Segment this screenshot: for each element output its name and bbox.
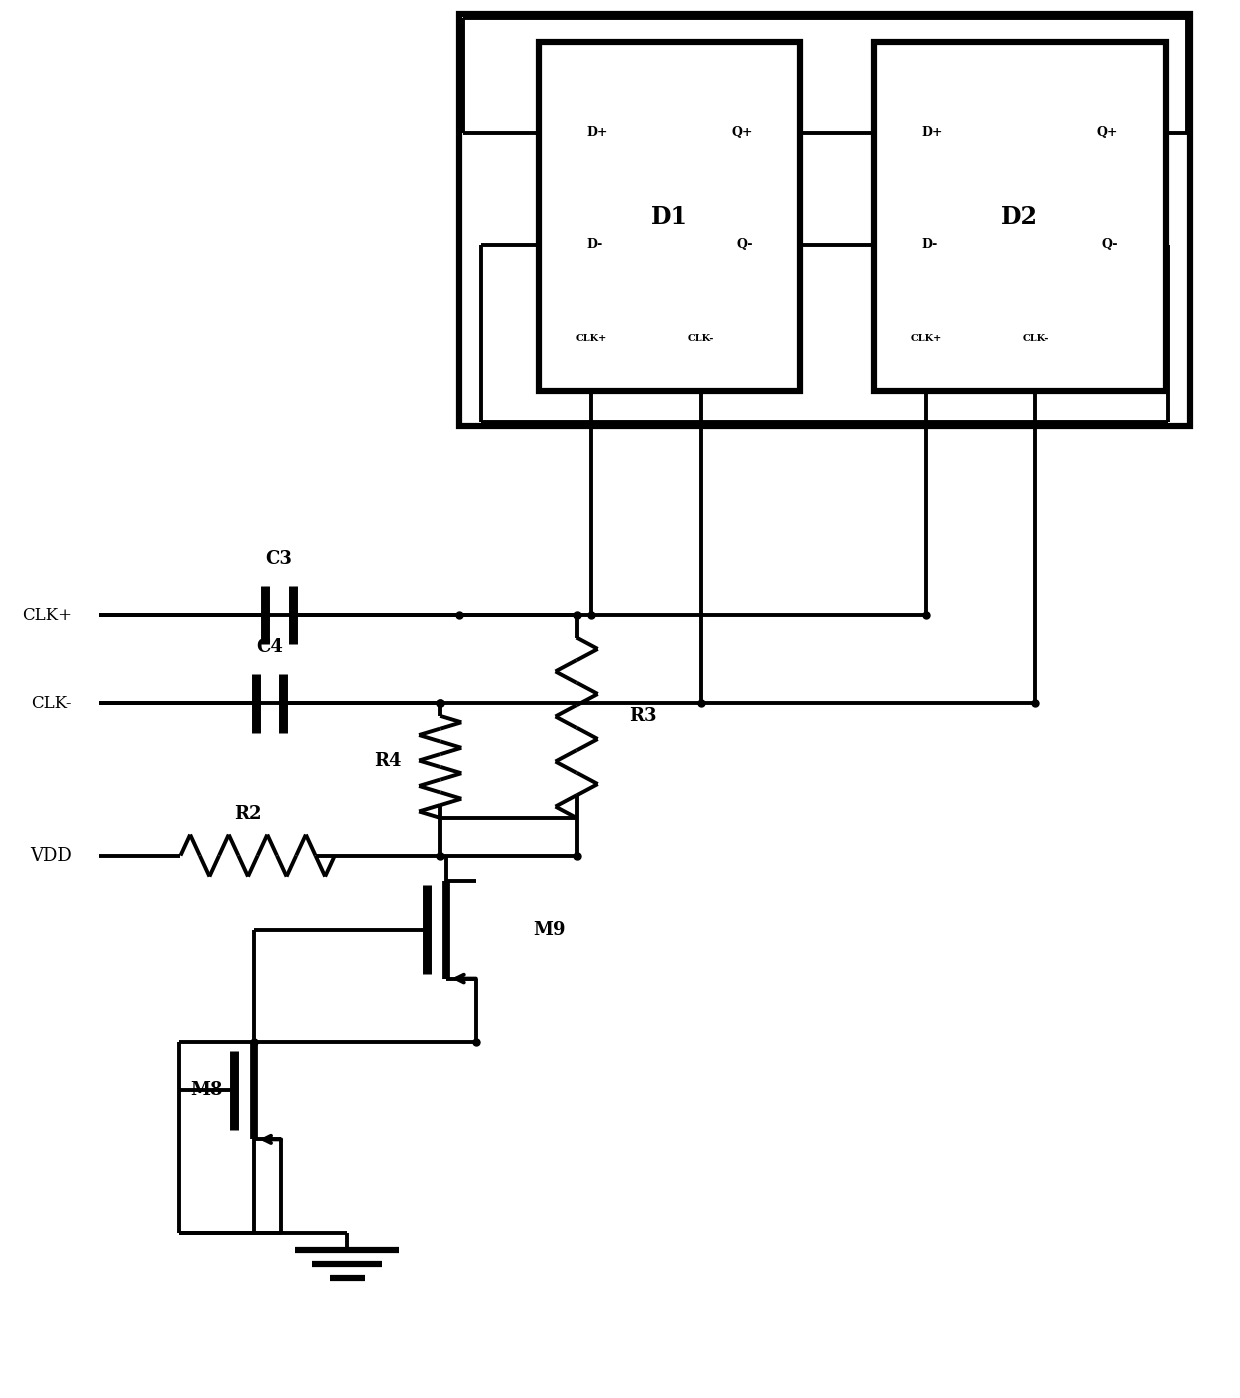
Text: Q-: Q- [737, 238, 753, 252]
Text: R3: R3 [629, 707, 656, 726]
Text: D2: D2 [1002, 204, 1038, 229]
Text: D1: D1 [651, 204, 688, 229]
Text: R2: R2 [234, 805, 262, 822]
Text: D-: D- [587, 238, 603, 252]
Text: CLK+: CLK+ [22, 607, 72, 624]
Text: CLK-: CLK- [1022, 334, 1049, 343]
Text: R4: R4 [374, 752, 402, 769]
Text: CLK+: CLK+ [575, 334, 608, 343]
Text: Q+: Q+ [732, 126, 753, 140]
Text: D+: D+ [921, 126, 942, 140]
Text: VDD: VDD [30, 847, 72, 864]
Bar [539, 42, 800, 391]
Text: CLK-: CLK- [31, 695, 72, 712]
Text: D-: D- [921, 238, 937, 252]
Text: C3: C3 [265, 551, 293, 568]
Text: M8: M8 [191, 1082, 223, 1099]
Text: M9: M9 [533, 921, 565, 938]
Text: C4: C4 [257, 639, 283, 656]
Bar [459, 14, 1190, 426]
Text: CLK-: CLK- [687, 334, 714, 343]
Text: D+: D+ [587, 126, 608, 140]
Bar [874, 42, 1166, 391]
Text: Q+: Q+ [1097, 126, 1118, 140]
Text: CLK+: CLK+ [910, 334, 942, 343]
Text: Q-: Q- [1102, 238, 1118, 252]
